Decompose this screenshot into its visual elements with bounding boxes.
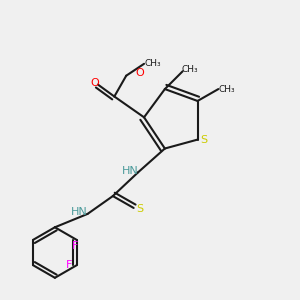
Text: HN: HN bbox=[71, 207, 88, 218]
Text: CH₃: CH₃ bbox=[182, 65, 198, 74]
Text: F: F bbox=[66, 260, 73, 270]
Text: S: S bbox=[136, 204, 143, 214]
Text: HN: HN bbox=[122, 166, 139, 176]
Text: O: O bbox=[90, 78, 99, 88]
Text: CH₃: CH₃ bbox=[218, 85, 235, 94]
Text: F: F bbox=[72, 242, 79, 251]
Text: S: S bbox=[200, 135, 208, 145]
Text: CH₃: CH₃ bbox=[144, 59, 161, 68]
Text: O: O bbox=[135, 68, 144, 78]
